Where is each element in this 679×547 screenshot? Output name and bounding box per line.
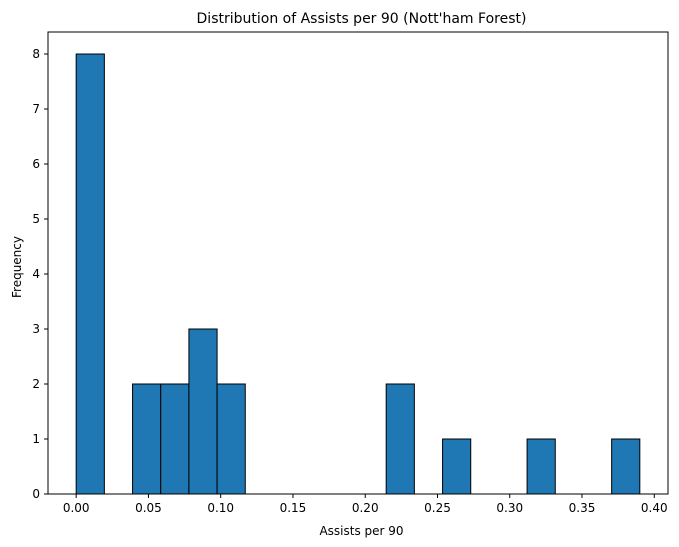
y-tick-label: 0 bbox=[32, 487, 40, 501]
plot-area-frame bbox=[47, 31, 669, 495]
x-tick-label: 0.00 bbox=[63, 501, 90, 515]
histogram-bar bbox=[132, 383, 162, 495]
y-tick-label: 5 bbox=[32, 212, 40, 226]
x-tick-label: 0.25 bbox=[424, 501, 451, 515]
x-tick-label: 0.05 bbox=[135, 501, 162, 515]
x-tick-label: 0.15 bbox=[280, 501, 307, 515]
x-tick-label: 0.40 bbox=[641, 501, 668, 515]
x-tick-label: 0.20 bbox=[352, 501, 379, 515]
x-axis-title: Assists per 90 bbox=[319, 524, 403, 538]
y-tick-label: 7 bbox=[32, 102, 40, 116]
x-tick-label: 0.10 bbox=[207, 501, 234, 515]
histogram-bar bbox=[160, 383, 190, 495]
histogram-bar bbox=[75, 53, 105, 495]
histogram-bar bbox=[526, 438, 556, 495]
bars-group bbox=[75, 53, 641, 495]
y-tick-label: 6 bbox=[32, 157, 40, 171]
x-tick-label: 0.35 bbox=[569, 501, 596, 515]
histogram-bar bbox=[216, 383, 246, 495]
y-tick-label: 3 bbox=[32, 322, 40, 336]
y-axis-ticks: 0 1 2 3 4 5 6 7 8 bbox=[32, 47, 48, 501]
y-tick-label: 2 bbox=[32, 377, 40, 391]
y-tick-label: 8 bbox=[32, 47, 40, 61]
x-tick-label: 0.30 bbox=[496, 501, 523, 515]
y-axis-title: Frequency bbox=[10, 236, 24, 298]
chart-title: Distribution of Assists per 90 (Nott'ham… bbox=[197, 11, 527, 27]
histogram-bar bbox=[385, 383, 415, 495]
y-tick-label: 1 bbox=[32, 432, 40, 446]
y-tick-label: 4 bbox=[32, 267, 40, 281]
x-axis-ticks: 0.00 0.05 0.10 0.15 0.20 0.25 0.30 0.35 0.40 bbox=[63, 494, 668, 515]
histogram-bar bbox=[442, 438, 472, 495]
histogram-bar bbox=[188, 328, 218, 495]
histogram-bar bbox=[611, 438, 641, 495]
